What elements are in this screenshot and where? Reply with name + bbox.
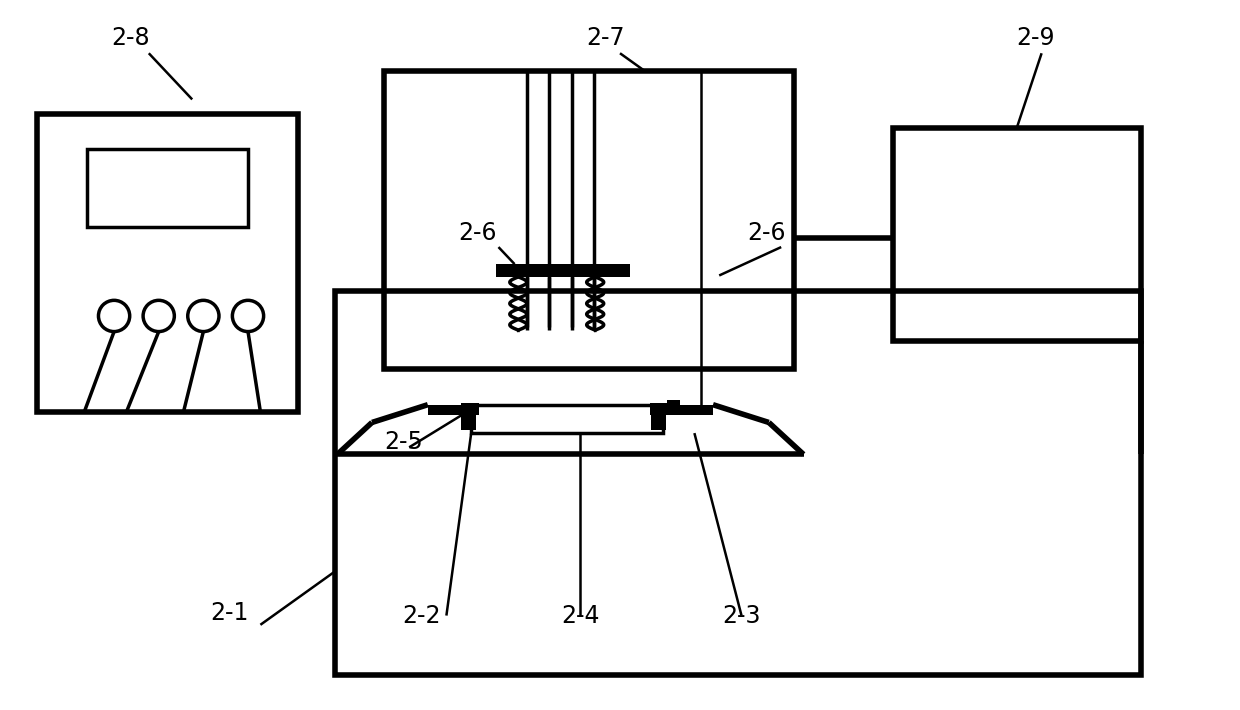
Text: 2-3: 2-3 (722, 604, 761, 628)
Text: 2-1: 2-1 (211, 601, 248, 625)
Text: 2-8: 2-8 (110, 26, 150, 50)
Bar (428, 405, 713, 415)
Text: 2-7: 2-7 (585, 26, 625, 50)
Bar (335, 291, 1141, 674)
Text: 2-6: 2-6 (458, 221, 497, 245)
Bar (87, 149, 248, 227)
Bar (384, 71, 794, 369)
Bar (893, 128, 1141, 341)
Text: 2-6: 2-6 (746, 221, 786, 245)
Bar (461, 403, 479, 415)
Text: 2-5: 2-5 (384, 430, 423, 454)
Bar (650, 403, 667, 415)
Text: 2-2: 2-2 (402, 604, 441, 628)
Bar (461, 408, 476, 430)
Bar (496, 264, 630, 277)
Text: 2-9: 2-9 (1016, 26, 1055, 50)
Bar (37, 114, 298, 412)
Bar (667, 400, 680, 413)
Text: 2-4: 2-4 (560, 604, 600, 628)
Bar (471, 405, 663, 433)
Bar (651, 408, 666, 430)
